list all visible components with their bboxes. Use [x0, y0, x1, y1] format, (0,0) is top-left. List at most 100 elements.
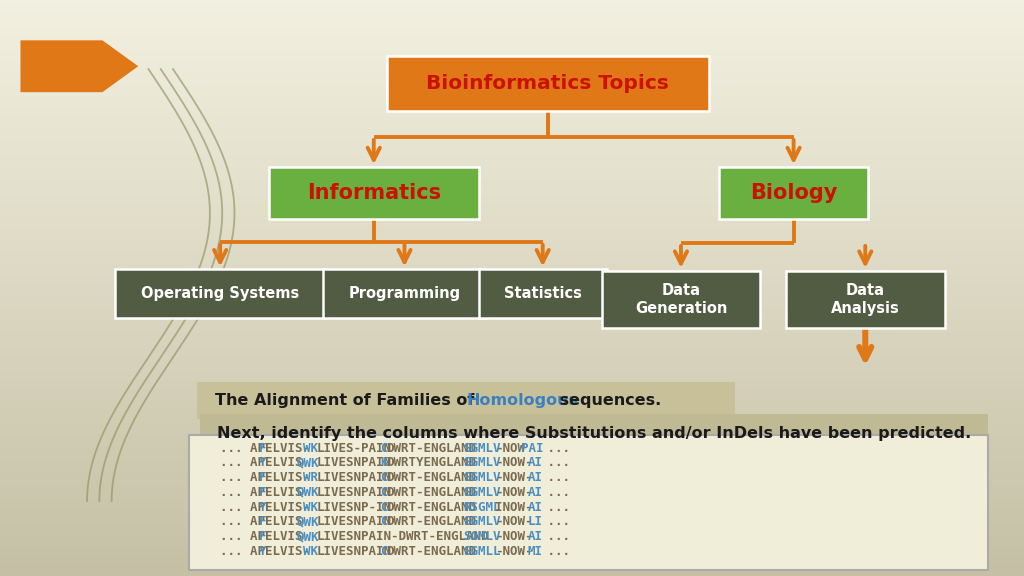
Text: AI: AI — [527, 501, 543, 514]
Text: DWRT-ENGLAND: DWRT-ENGLAND — [386, 516, 476, 528]
Text: AI: AI — [527, 530, 543, 543]
FancyBboxPatch shape — [479, 270, 606, 318]
Text: DWRT-ENGLAND: DWRT-ENGLAND — [387, 545, 476, 558]
Text: WK: WK — [303, 501, 318, 514]
Text: C: C — [380, 486, 388, 499]
Text: LIVES-PAIN: LIVES-PAIN — [316, 442, 391, 454]
Text: Y: Y — [258, 456, 266, 469]
Text: ELVIS: ELVIS — [265, 486, 302, 499]
Text: Y: Y — [258, 501, 266, 514]
FancyBboxPatch shape — [197, 382, 735, 419]
Text: F: F — [258, 530, 266, 543]
Text: ...: ... — [540, 516, 570, 528]
FancyBboxPatch shape — [200, 415, 988, 452]
Text: K: K — [380, 456, 388, 469]
Text: Y: Y — [258, 545, 266, 558]
Text: SGMLL: SGMLL — [463, 545, 501, 558]
Text: ELVIS: ELVIS — [265, 516, 302, 528]
FancyBboxPatch shape — [189, 435, 988, 570]
Text: QWK: QWK — [297, 516, 319, 528]
Text: LIVESNP-IN: LIVESNP-IN — [316, 501, 391, 514]
Text: ...: ... — [541, 501, 570, 514]
Text: QWK: QWK — [297, 530, 319, 543]
FancyBboxPatch shape — [323, 270, 486, 318]
Text: DWRT-ENGLAND: DWRT-ENGLAND — [387, 501, 476, 514]
Text: WK: WK — [303, 545, 318, 558]
Text: Homologous: Homologous — [467, 393, 579, 408]
Text: SGMLV: SGMLV — [463, 516, 501, 528]
Text: ...: ... — [541, 471, 570, 484]
Text: ... AP: ... AP — [220, 456, 265, 469]
Text: -NOW-: -NOW- — [496, 516, 532, 528]
Text: RSGML: RSGML — [463, 501, 501, 514]
Text: SGMLV: SGMLV — [463, 530, 501, 543]
Text: Bioinformatics Topics: Bioinformatics Topics — [426, 74, 670, 93]
Text: C: C — [380, 516, 388, 528]
Text: ... AP: ... AP — [220, 471, 265, 484]
Text: ... AP: ... AP — [220, 516, 265, 528]
Text: ...: ... — [541, 442, 570, 454]
Text: DWRT-ENGLAND: DWRT-ENGLAND — [387, 442, 476, 454]
FancyBboxPatch shape — [719, 167, 868, 219]
Text: Next, identify the columns where Substitutions and/or InDels have been predicted: Next, identify the columns where Substit… — [217, 426, 972, 441]
Text: -NOW-: -NOW- — [496, 545, 532, 558]
Text: Data
Analysis: Data Analysis — [830, 283, 900, 316]
Text: ...: ... — [540, 486, 570, 499]
Text: SGMLV: SGMLV — [463, 442, 501, 454]
Text: ELVIS-: ELVIS- — [265, 501, 310, 514]
Text: C: C — [380, 545, 388, 558]
Text: ...: ... — [540, 456, 570, 469]
Text: C: C — [380, 501, 388, 514]
Text: Operating Systems: Operating Systems — [141, 286, 299, 301]
Text: LI: LI — [527, 516, 543, 528]
Text: ...: ... — [541, 545, 570, 558]
Text: LIVESNPAIN: LIVESNPAIN — [316, 486, 391, 499]
Text: QWK: QWK — [297, 456, 319, 469]
Text: -NOW-: -NOW- — [496, 530, 532, 543]
Text: sequences.: sequences. — [554, 393, 662, 408]
Text: PAI: PAI — [521, 442, 544, 454]
Text: F: F — [258, 471, 266, 484]
Text: F: F — [258, 486, 266, 499]
Text: F: F — [258, 516, 266, 528]
Text: The Alignment of Families of: The Alignment of Families of — [215, 393, 479, 408]
Text: ... AP: ... AP — [220, 545, 265, 558]
Text: LIVESNPAIN: LIVESNPAIN — [316, 516, 391, 528]
Text: MI: MI — [527, 545, 543, 558]
Text: ELVIS: ELVIS — [265, 530, 302, 543]
Text: Biology: Biology — [750, 183, 838, 203]
Text: -NOW-: -NOW- — [496, 471, 532, 484]
Text: C: C — [380, 442, 388, 454]
Text: Data
Generation: Data Generation — [635, 283, 727, 316]
Text: AI: AI — [527, 486, 543, 499]
Text: SGMLV: SGMLV — [463, 471, 501, 484]
Text: WR: WR — [303, 471, 318, 484]
Text: ELVIS-: ELVIS- — [265, 471, 310, 484]
Text: LIVESNPAIN: LIVESNPAIN — [316, 456, 391, 469]
FancyBboxPatch shape — [268, 167, 478, 219]
Text: Statistics: Statistics — [504, 286, 582, 301]
Text: Programming: Programming — [348, 286, 461, 301]
FancyBboxPatch shape — [115, 270, 326, 318]
Polygon shape — [20, 40, 138, 92]
Text: SGMLV: SGMLV — [463, 486, 501, 499]
Text: LIVESNPAIN: LIVESNPAIN — [316, 545, 391, 558]
Text: ... AP: ... AP — [220, 530, 265, 543]
Text: INOW-: INOW- — [496, 501, 532, 514]
Text: Informatics: Informatics — [307, 183, 440, 203]
Text: -NOW-: -NOW- — [496, 486, 532, 499]
Text: DWRT-ENGLAND: DWRT-ENGLAND — [386, 486, 476, 499]
Text: LIVESNPAIN: LIVESNPAIN — [316, 471, 391, 484]
Text: ... AP: ... AP — [220, 486, 265, 499]
Text: ...: ... — [541, 530, 570, 543]
Text: QWK: QWK — [297, 486, 319, 499]
Text: -NOW: -NOW — [496, 442, 525, 454]
Text: LIVESNPAIN-DWRT-ENGLAND: LIVESNPAIN-DWRT-ENGLAND — [316, 530, 488, 543]
Text: DWRTYENGLAND: DWRTYENGLAND — [386, 456, 476, 469]
Text: ELVIS: ELVIS — [265, 456, 302, 469]
Text: F: F — [258, 442, 266, 454]
Text: WK: WK — [303, 442, 318, 454]
Text: ELVIS-: ELVIS- — [265, 442, 310, 454]
Text: -NOW-: -NOW- — [496, 456, 532, 469]
FancyBboxPatch shape — [602, 271, 760, 328]
